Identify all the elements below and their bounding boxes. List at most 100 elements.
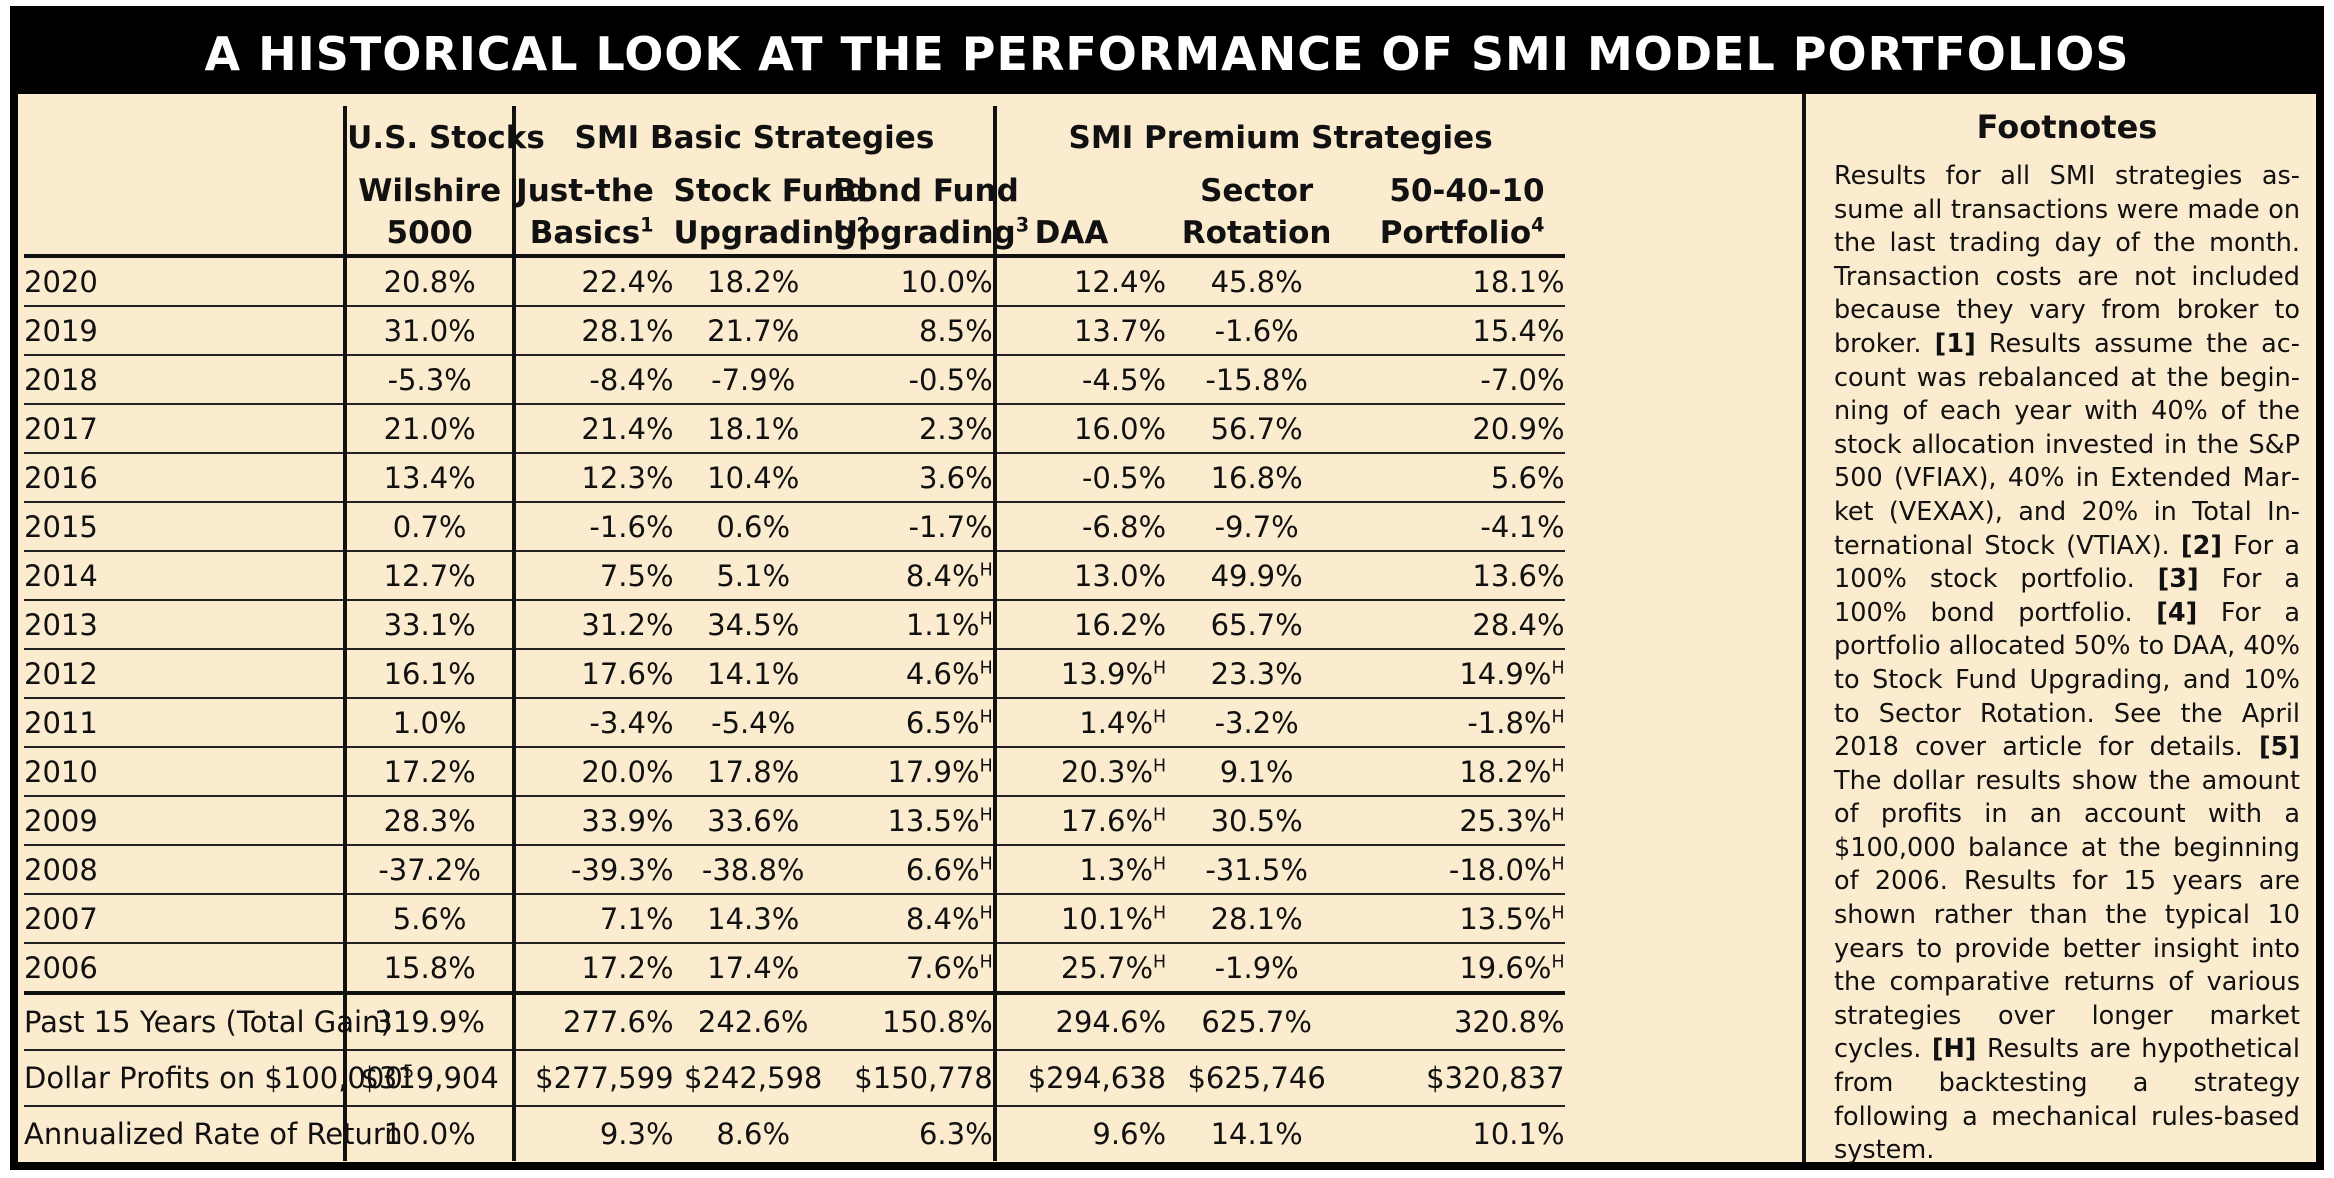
year-cell: 2015 <box>24 502 346 552</box>
group-basic-strategies: SMI Basic Strategies <box>512 106 995 156</box>
daa-cell: -0.5% <box>992 453 1167 503</box>
bond-fund-upgrading-cell: 6.3% <box>918 1117 993 1151</box>
just-the-basics-cell: 21.4% <box>512 404 674 454</box>
portfolio-50-40-10-cell: 13.5%H <box>1347 894 1565 944</box>
hypothetical-marker: H <box>1551 755 1565 776</box>
hypothetical-marker: H <box>979 608 993 629</box>
sector-rotation-cell: 23.3% <box>1166 649 1348 699</box>
hypothetical-marker: H <box>979 755 993 776</box>
stock-fund-upgrading-cell: 17.4% <box>673 943 833 995</box>
stock-fund-upgrading-cell: 34.5% <box>673 600 833 650</box>
bond-fund-upgrading-cell: 17.9%H <box>832 747 995 797</box>
hypothetical-marker: H <box>979 559 993 580</box>
sector-rotation-cell: 45.8% <box>1166 256 1348 307</box>
just-the-basics-cell: 28.1% <box>512 306 674 356</box>
footnote-ref: 3 <box>1015 213 1030 237</box>
table-row: 2010 17.2% 20.0% 17.8% 17.9%H 20.3%H 9.1% 18.2%… <box>24 747 1794 797</box>
hypothetical-marker: H <box>1551 853 1565 874</box>
year-cell: 2018 <box>24 355 346 405</box>
col-daa: DAA <box>992 156 1167 258</box>
sector-rotation-cell: 14.1% <box>1210 1117 1303 1151</box>
wilshire-cell: $319,904 <box>343 1050 515 1107</box>
daa-cell: 294.6% <box>992 993 1167 1051</box>
footnotes-panel: Footnotes Results for all SMI strategies… <box>1802 94 2316 1165</box>
hypothetical-marker: H <box>1153 951 1167 972</box>
stock-fund-upgrading-cell: 14.3% <box>673 894 833 944</box>
portfolio-50-40-10-cell: 13.6% <box>1347 551 1565 601</box>
table-row: 2014 12.7% 7.5% 5.1% 8.4%H 13.0% 49.9% 13.6% <box>24 551 1794 601</box>
footnote-text-part: The dollar results show the amount of pr… <box>1834 765 2300 1065</box>
daa-cell: 1.4%H <box>992 698 1167 748</box>
year-cell: 2011 <box>24 698 346 748</box>
just-the-basics-cell: -39.3% <box>512 845 674 895</box>
hypothetical-marker: H <box>979 657 993 678</box>
stock-fund-upgrading-cell: -38.8% <box>673 845 833 895</box>
stock-fund-upgrading-cell: 8.6% <box>716 1117 791 1151</box>
footnote-text-part: Results assume the ac­count was rebalanc… <box>1834 328 2300 561</box>
table-row: 2008 -37.2% -39.3% -38.8% 6.6%H 1.3%H -31.5% -1… <box>24 845 1794 895</box>
sector-rotation-cell: $625,746 <box>1166 1050 1348 1107</box>
wilshire-cell: 319.9% <box>343 993 515 1051</box>
portfolio-50-40-10-cell: 14.9%H <box>1347 649 1565 699</box>
stock-fund-upgrading-cell: 21.7% <box>673 306 833 356</box>
sector-rotation-cell: -31.5% <box>1166 845 1348 895</box>
performance-table: U.S. Stocks SMI Basic Strategies SMI Pre… <box>24 106 1794 1161</box>
daa-cell: 9.6% <box>992 1106 1167 1161</box>
year-rows: 2020 20.8% 22.4% 18.2% 10.0% 12.4% 45.8% 18.1% 2… <box>24 256 1794 995</box>
bond-fund-upgrading-cell: -0.5% <box>832 355 995 405</box>
summary-label: Dollar Profits on $100,0005 <box>24 1050 414 1107</box>
summary-label: Annualized Rate of Return <box>24 1117 403 1151</box>
wilshire-cell: 17.2% <box>343 747 515 797</box>
col-50-40-10-portfolio: 50-40-10 Portfolio4 <box>1347 156 1565 258</box>
summary-row: Annualized Rate of Return 10.0% 9.3% 8.6% 6.… <box>24 1106 1794 1161</box>
summary-row: Dollar Profits on $100,0005 $319,904 $277,… <box>24 1050 1794 1107</box>
daa-cell: 1.3%H <box>992 845 1167 895</box>
daa-cell: 10.1%H <box>992 894 1167 944</box>
daa-cell: $294,638 <box>992 1050 1167 1107</box>
just-the-basics-cell: 17.6% <box>512 649 674 699</box>
wilshire-cell: 16.1% <box>343 649 515 699</box>
portfolio-50-40-10-cell: 20.9% <box>1347 404 1565 454</box>
wilshire-cell: 13.4% <box>343 453 515 503</box>
col-sector-rotation: Sector Rotation <box>1166 156 1348 258</box>
sector-rotation-cell: -3.2% <box>1166 698 1348 748</box>
hypothetical-marker: H <box>1551 657 1565 678</box>
bond-fund-upgrading-cell: 1.1%H <box>832 600 995 650</box>
bond-fund-upgrading-cell: 3.6% <box>832 453 995 503</box>
sector-rotation-cell: 625.7% <box>1166 993 1348 1051</box>
just-the-basics-cell: 20.0% <box>512 747 674 797</box>
portfolio-50-40-10-cell: -4.1% <box>1347 502 1565 552</box>
table-row: 2011 1.0% -3.4% -5.4% 6.5%H 1.4%H -3.2% -1.8%H <box>24 698 1794 748</box>
footnote-marker: [4] <box>2156 597 2198 628</box>
just-the-basics-cell: 22.4% <box>512 256 674 307</box>
footnote-marker: [2] <box>2180 530 2222 561</box>
stock-fund-upgrading-cell: 17.8% <box>673 747 833 797</box>
year-cell: 2006 <box>24 943 346 995</box>
year-cell: 2010 <box>24 747 346 797</box>
bond-fund-upgrading-cell: 13.5%H <box>832 796 995 846</box>
table-row: 2019 31.0% 28.1% 21.7% 8.5% 13.7% -1.6% 15.4% <box>24 306 1794 356</box>
wilshire-cell: 1.0% <box>343 698 515 748</box>
table-row: 2006 15.8% 17.2% 17.4% 7.6%H 25.7%H -1.9% 19.6%… <box>24 943 1794 995</box>
summary-rows: Past 15 Years (Total Gain) 319.9% 277.6% 24… <box>24 993 1794 1161</box>
stock-fund-upgrading-cell: 0.6% <box>673 502 833 552</box>
just-the-basics-cell: 33.9% <box>512 796 674 846</box>
hypothetical-marker: H <box>1153 902 1167 923</box>
portfolio-50-40-10-cell: 25.3%H <box>1347 796 1565 846</box>
hypothetical-marker: H <box>1153 657 1167 678</box>
stock-fund-upgrading-cell: 10.4% <box>673 453 833 503</box>
bond-fund-upgrading-cell: 7.6%H <box>832 943 995 995</box>
just-the-basics-cell: 12.3% <box>512 453 674 503</box>
bond-fund-upgrading-cell: 6.6%H <box>832 845 995 895</box>
table-row: 2012 16.1% 17.6% 14.1% 4.6%H 13.9%H 23.3% 14.9%… <box>24 649 1794 699</box>
sector-rotation-cell: 30.5% <box>1166 796 1348 846</box>
hypothetical-marker: H <box>979 902 993 923</box>
footnote-text-part: For a portfolio allocated 50% to DAA, 40… <box>1834 597 2300 763</box>
sector-rotation-cell: 28.1% <box>1166 894 1348 944</box>
year-cell: 2008 <box>24 845 346 895</box>
bond-fund-upgrading-cell: 6.5%H <box>832 698 995 748</box>
hypothetical-marker: H <box>1551 902 1565 923</box>
footnotes-text: Results for all SMI strategies as­sume a… <box>1834 160 2300 1168</box>
year-cell: 2014 <box>24 551 346 601</box>
table-row: 2018 -5.3% -8.4% -7.9% -0.5% -4.5% -15.8% -7.0% <box>24 355 1794 405</box>
